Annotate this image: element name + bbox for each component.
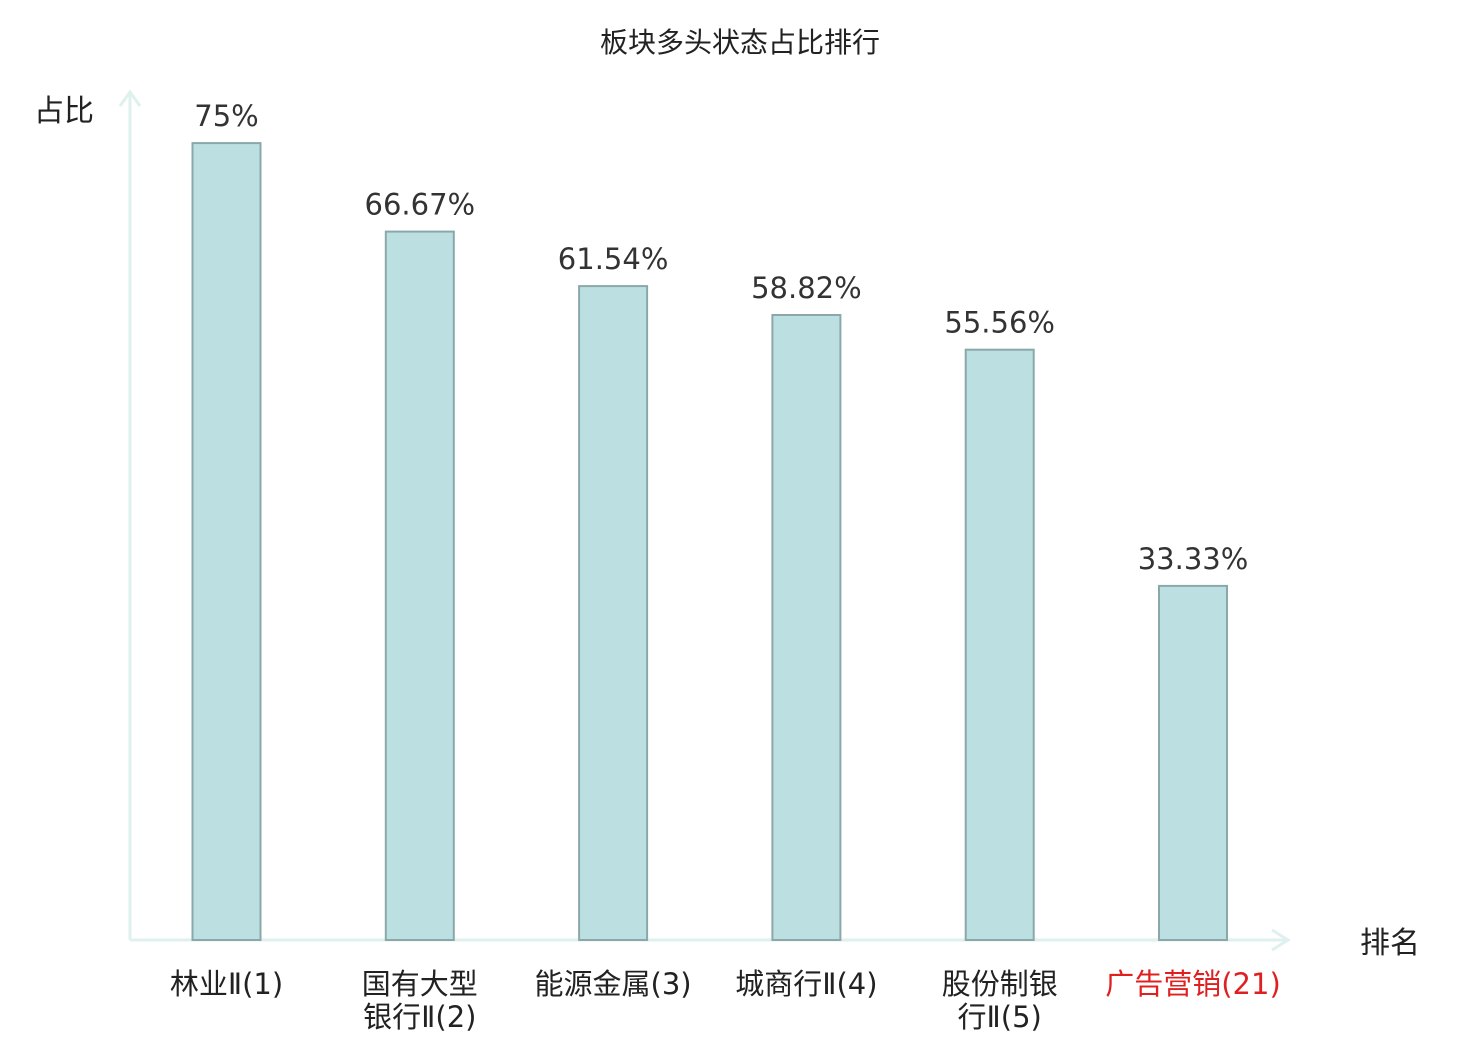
value-labels-group: 75% 66.67% 61.54% 58.82% 55.56% 33.33% <box>194 99 1248 576</box>
bar-value-label-2: 66.67% <box>365 188 476 222</box>
bar-value-label-4: 58.82% <box>751 271 862 305</box>
category-label-line: 城商行Ⅱ(4) <box>735 967 877 1001</box>
category-label-line: 行Ⅱ(5) <box>958 1000 1042 1034</box>
x-axis-title: 排名 <box>1360 926 1420 961</box>
category-labels-group: 林业Ⅱ(1) 国有大型银行Ⅱ(2) 能源金属(3) 城商行Ⅱ(4) 股份制银行Ⅱ(5) 广… <box>170 967 1281 1034</box>
bars-group <box>191 142 1228 942</box>
y-axis-title: 占比 <box>34 94 94 129</box>
bar-2 <box>384 230 455 942</box>
category-label-line: 广告营销(21) <box>1105 967 1281 1001</box>
x-axis <box>130 928 1291 952</box>
category-label-line: 银行Ⅱ(2) <box>363 1000 476 1034</box>
category-label-line: 林业Ⅱ(1) <box>170 967 283 1001</box>
category-label-6: 广告营销(21) <box>1105 967 1281 1001</box>
category-label-5: 股份制银行Ⅱ(5) <box>942 967 1058 1034</box>
category-label-line: 能源金属(3) <box>535 967 692 1001</box>
bar-3 <box>578 285 649 942</box>
category-label-3: 能源金属(3) <box>535 967 692 1001</box>
bar-value-label-6: 33.33% <box>1138 542 1249 576</box>
category-label-1: 林业Ⅱ(1) <box>170 967 283 1001</box>
category-label-line: 股份制银 <box>942 967 1058 1001</box>
category-label-4: 城商行Ⅱ(4) <box>735 967 877 1001</box>
bar-4 <box>771 314 842 941</box>
bar-value-label-3: 61.54% <box>558 242 669 276</box>
category-label-2: 国有大型银行Ⅱ(2) <box>362 967 478 1034</box>
y-axis-arrow <box>118 89 142 107</box>
bar-1 <box>191 142 262 942</box>
bar-value-label-1: 75% <box>194 99 258 133</box>
bar-value-label-5: 55.56% <box>944 306 1055 340</box>
bar-6 <box>1158 584 1228 942</box>
bar-5 <box>964 348 1035 941</box>
category-label-line: 国有大型 <box>362 967 478 1001</box>
x-axis-arrow <box>1271 928 1291 952</box>
chart-title: 板块多头状态占比排行 <box>600 26 880 59</box>
y-axis <box>118 89 142 940</box>
